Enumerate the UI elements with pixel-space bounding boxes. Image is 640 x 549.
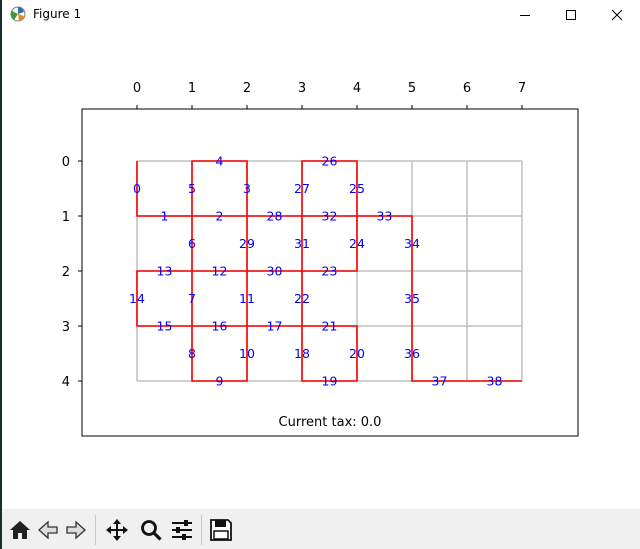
node-label: 22 [294,291,310,306]
x-tick-label: 7 [518,81,526,96]
node-label: 35 [404,291,420,306]
x-tick-label: 2 [243,81,251,96]
matplotlib-icon [10,6,26,22]
node-label: 4 [216,154,224,169]
forward-button[interactable] [62,516,90,544]
floppy-disk-icon [210,519,232,541]
title-bar[interactable]: Figure 1 [2,0,640,30]
node-label: 38 [487,374,503,389]
zoom-button[interactable] [137,516,165,544]
node-label: 27 [294,181,310,196]
node-label: 15 [157,319,173,334]
node-label: 31 [294,236,310,251]
home-button[interactable] [6,516,34,544]
node-label: 21 [322,319,338,334]
back-button[interactable] [34,516,62,544]
y-tick-label: 0 [62,155,70,170]
node-label: 37 [432,374,448,389]
x-tick-label: 1 [188,81,196,96]
node-label: 28 [267,209,283,224]
node-label: 1 [161,209,169,224]
node-label: 20 [349,346,365,361]
x-tick-label: 0 [133,81,141,96]
node-label: 19 [322,374,338,389]
save-button[interactable] [207,516,235,544]
y-tick-label: 1 [62,210,70,225]
node-label: 14 [129,291,145,306]
node-label: 3 [243,181,251,196]
node-label: 23 [322,264,338,279]
toolbar-separator [201,515,202,545]
desktop-edge [0,0,2,549]
node-label: 29 [239,236,255,251]
x-tick-label: 5 [408,81,416,96]
node-label: 11 [239,291,255,306]
node-label: 5 [188,181,196,196]
forward-arrow-icon [66,520,86,540]
x-tick-label: 6 [463,81,471,96]
node-label: 12 [212,264,228,279]
back-arrow-icon [38,520,58,540]
node-label: 26 [322,154,338,169]
minimize-button[interactable] [502,0,548,30]
node-label: 2 [216,209,224,224]
node-label: 16 [212,319,228,334]
minimize-icon [520,15,530,16]
close-icon [611,9,623,21]
node-label: 18 [294,346,310,361]
node-label: 10 [239,346,255,361]
tax-annotation: Current tax: 0.0 [279,415,382,430]
x-tick-label: 3 [298,81,306,96]
node-label: 34 [404,236,420,251]
node-label: 24 [349,236,365,251]
x-tick-label: 4 [353,81,361,96]
move-icon [106,519,128,541]
node-label: 9 [216,374,224,389]
node-label: 30 [267,264,283,279]
configure-subplots-button[interactable] [168,516,196,544]
window-title: Figure 1 [33,7,82,21]
home-icon [10,521,30,539]
sliders-icon [172,520,192,540]
node-label: 6 [188,236,196,251]
magnifier-icon [141,520,162,541]
x-axis-ticks: 0 1 2 3 4 5 6 7 [133,81,526,109]
pan-button[interactable] [103,516,131,544]
node-label: 33 [377,209,393,224]
node-label: 8 [188,346,196,361]
y-tick-label: 2 [62,265,70,280]
path-segment [136,160,522,382]
node-label: 32 [322,209,338,224]
node-label: 36 [404,346,420,361]
node-label: 25 [349,181,365,196]
close-button[interactable] [594,0,640,30]
maximize-button[interactable] [548,0,594,30]
tour-path [136,160,522,382]
node-label: 13 [157,264,173,279]
maximize-icon [566,10,576,20]
y-tick-label: 4 [62,375,70,390]
node-label: 17 [267,319,283,334]
y-axis-ticks: 0 1 2 3 4 [62,155,82,390]
navigation-toolbar [2,509,640,549]
y-tick-label: 3 [62,320,70,335]
toolbar-separator [95,515,96,545]
node-label: 0 [133,181,141,196]
node-label: 7 [188,291,196,306]
